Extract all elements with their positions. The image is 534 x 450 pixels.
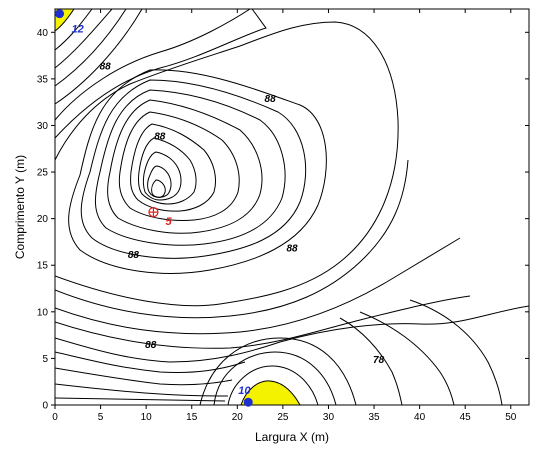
x-axis-title: Largura X (m) bbox=[255, 430, 329, 444]
contour-line bbox=[55, 367, 233, 386]
contour-line bbox=[55, 295, 471, 349]
contour-line bbox=[199, 337, 357, 405]
contour-label: 88 bbox=[128, 250, 140, 261]
x-tick-label: 50 bbox=[505, 412, 517, 423]
contour-label: 88 bbox=[265, 94, 277, 105]
contour-line bbox=[55, 9, 251, 121]
x-axis: 0 5 10 15 20 25 30 35 40 45 50 bbox=[52, 9, 517, 423]
contour-ring bbox=[80, 79, 307, 259]
sample-point bbox=[55, 9, 65, 19]
y-axis-title: Comprimento Y (m) bbox=[13, 155, 27, 259]
contour-line bbox=[359, 311, 455, 405]
contour-label: 88 bbox=[145, 340, 157, 351]
low-zone-fill-bottom bbox=[240, 380, 301, 405]
x-tick-label: 25 bbox=[277, 412, 289, 423]
contour-line bbox=[409, 299, 503, 405]
y-tick-label: 30 bbox=[37, 121, 49, 132]
y-tick-label: 25 bbox=[37, 168, 49, 179]
contour-ring bbox=[118, 111, 240, 221]
contour-line bbox=[55, 9, 267, 139]
point-label: 5 bbox=[165, 216, 172, 228]
contour-line bbox=[227, 365, 319, 405]
y-tick-label: 10 bbox=[37, 307, 49, 318]
y-tick-label: 35 bbox=[37, 74, 49, 85]
contour-ring bbox=[151, 179, 166, 198]
contour-line bbox=[339, 317, 403, 405]
plot-frame bbox=[54, 8, 530, 406]
contour-line bbox=[55, 397, 226, 402]
contour-labels: 88 88 88 88 88 88 78 bbox=[100, 62, 385, 367]
x-tick-label: 30 bbox=[323, 412, 335, 423]
x-tick-label: 15 bbox=[186, 412, 198, 423]
contour-ring bbox=[68, 69, 327, 274]
contour-line bbox=[55, 159, 409, 319]
y-tick-label: 0 bbox=[42, 401, 48, 412]
x-tick-label: 45 bbox=[460, 412, 472, 423]
contour-ring bbox=[107, 99, 263, 234]
contour-line bbox=[55, 383, 229, 397]
point-label: 12 bbox=[72, 24, 84, 36]
y-tick-label: 5 bbox=[42, 354, 48, 365]
contour-label: 78 bbox=[373, 355, 385, 366]
x-tick-label: 10 bbox=[141, 412, 153, 423]
contour-line bbox=[55, 21, 399, 307]
contour-line bbox=[55, 9, 127, 87]
y-tick-label: 20 bbox=[37, 214, 49, 225]
y-tick-label: 15 bbox=[37, 261, 49, 272]
contour-line bbox=[55, 9, 143, 105]
contour-ring bbox=[130, 123, 217, 212]
contour-line bbox=[55, 9, 113, 69]
contour-line bbox=[55, 351, 246, 373]
x-tick-label: 40 bbox=[414, 412, 426, 423]
sample-points: 12 5 10 bbox=[55, 9, 253, 407]
contour-ring bbox=[142, 151, 182, 201]
x-tick-label: 20 bbox=[232, 412, 244, 423]
contour-line bbox=[55, 9, 93, 51]
contour-label: 88 bbox=[286, 243, 298, 254]
contour-ring bbox=[95, 89, 286, 246]
point-label: 10 bbox=[238, 385, 251, 397]
x-tick-label: 35 bbox=[368, 412, 380, 423]
contour-ring bbox=[137, 137, 197, 205]
contour-label: 88 bbox=[154, 131, 166, 142]
sample-point bbox=[243, 397, 253, 407]
x-tick-label: 0 bbox=[52, 412, 58, 423]
y-axis: 0 5 10 15 20 25 30 35 40 bbox=[37, 28, 529, 412]
contour-line bbox=[55, 237, 461, 335]
contour-line bbox=[213, 351, 337, 405]
x-tick-label: 5 bbox=[98, 412, 104, 423]
y-tick-label: 40 bbox=[37, 28, 49, 39]
contour-label: 88 bbox=[100, 62, 112, 73]
